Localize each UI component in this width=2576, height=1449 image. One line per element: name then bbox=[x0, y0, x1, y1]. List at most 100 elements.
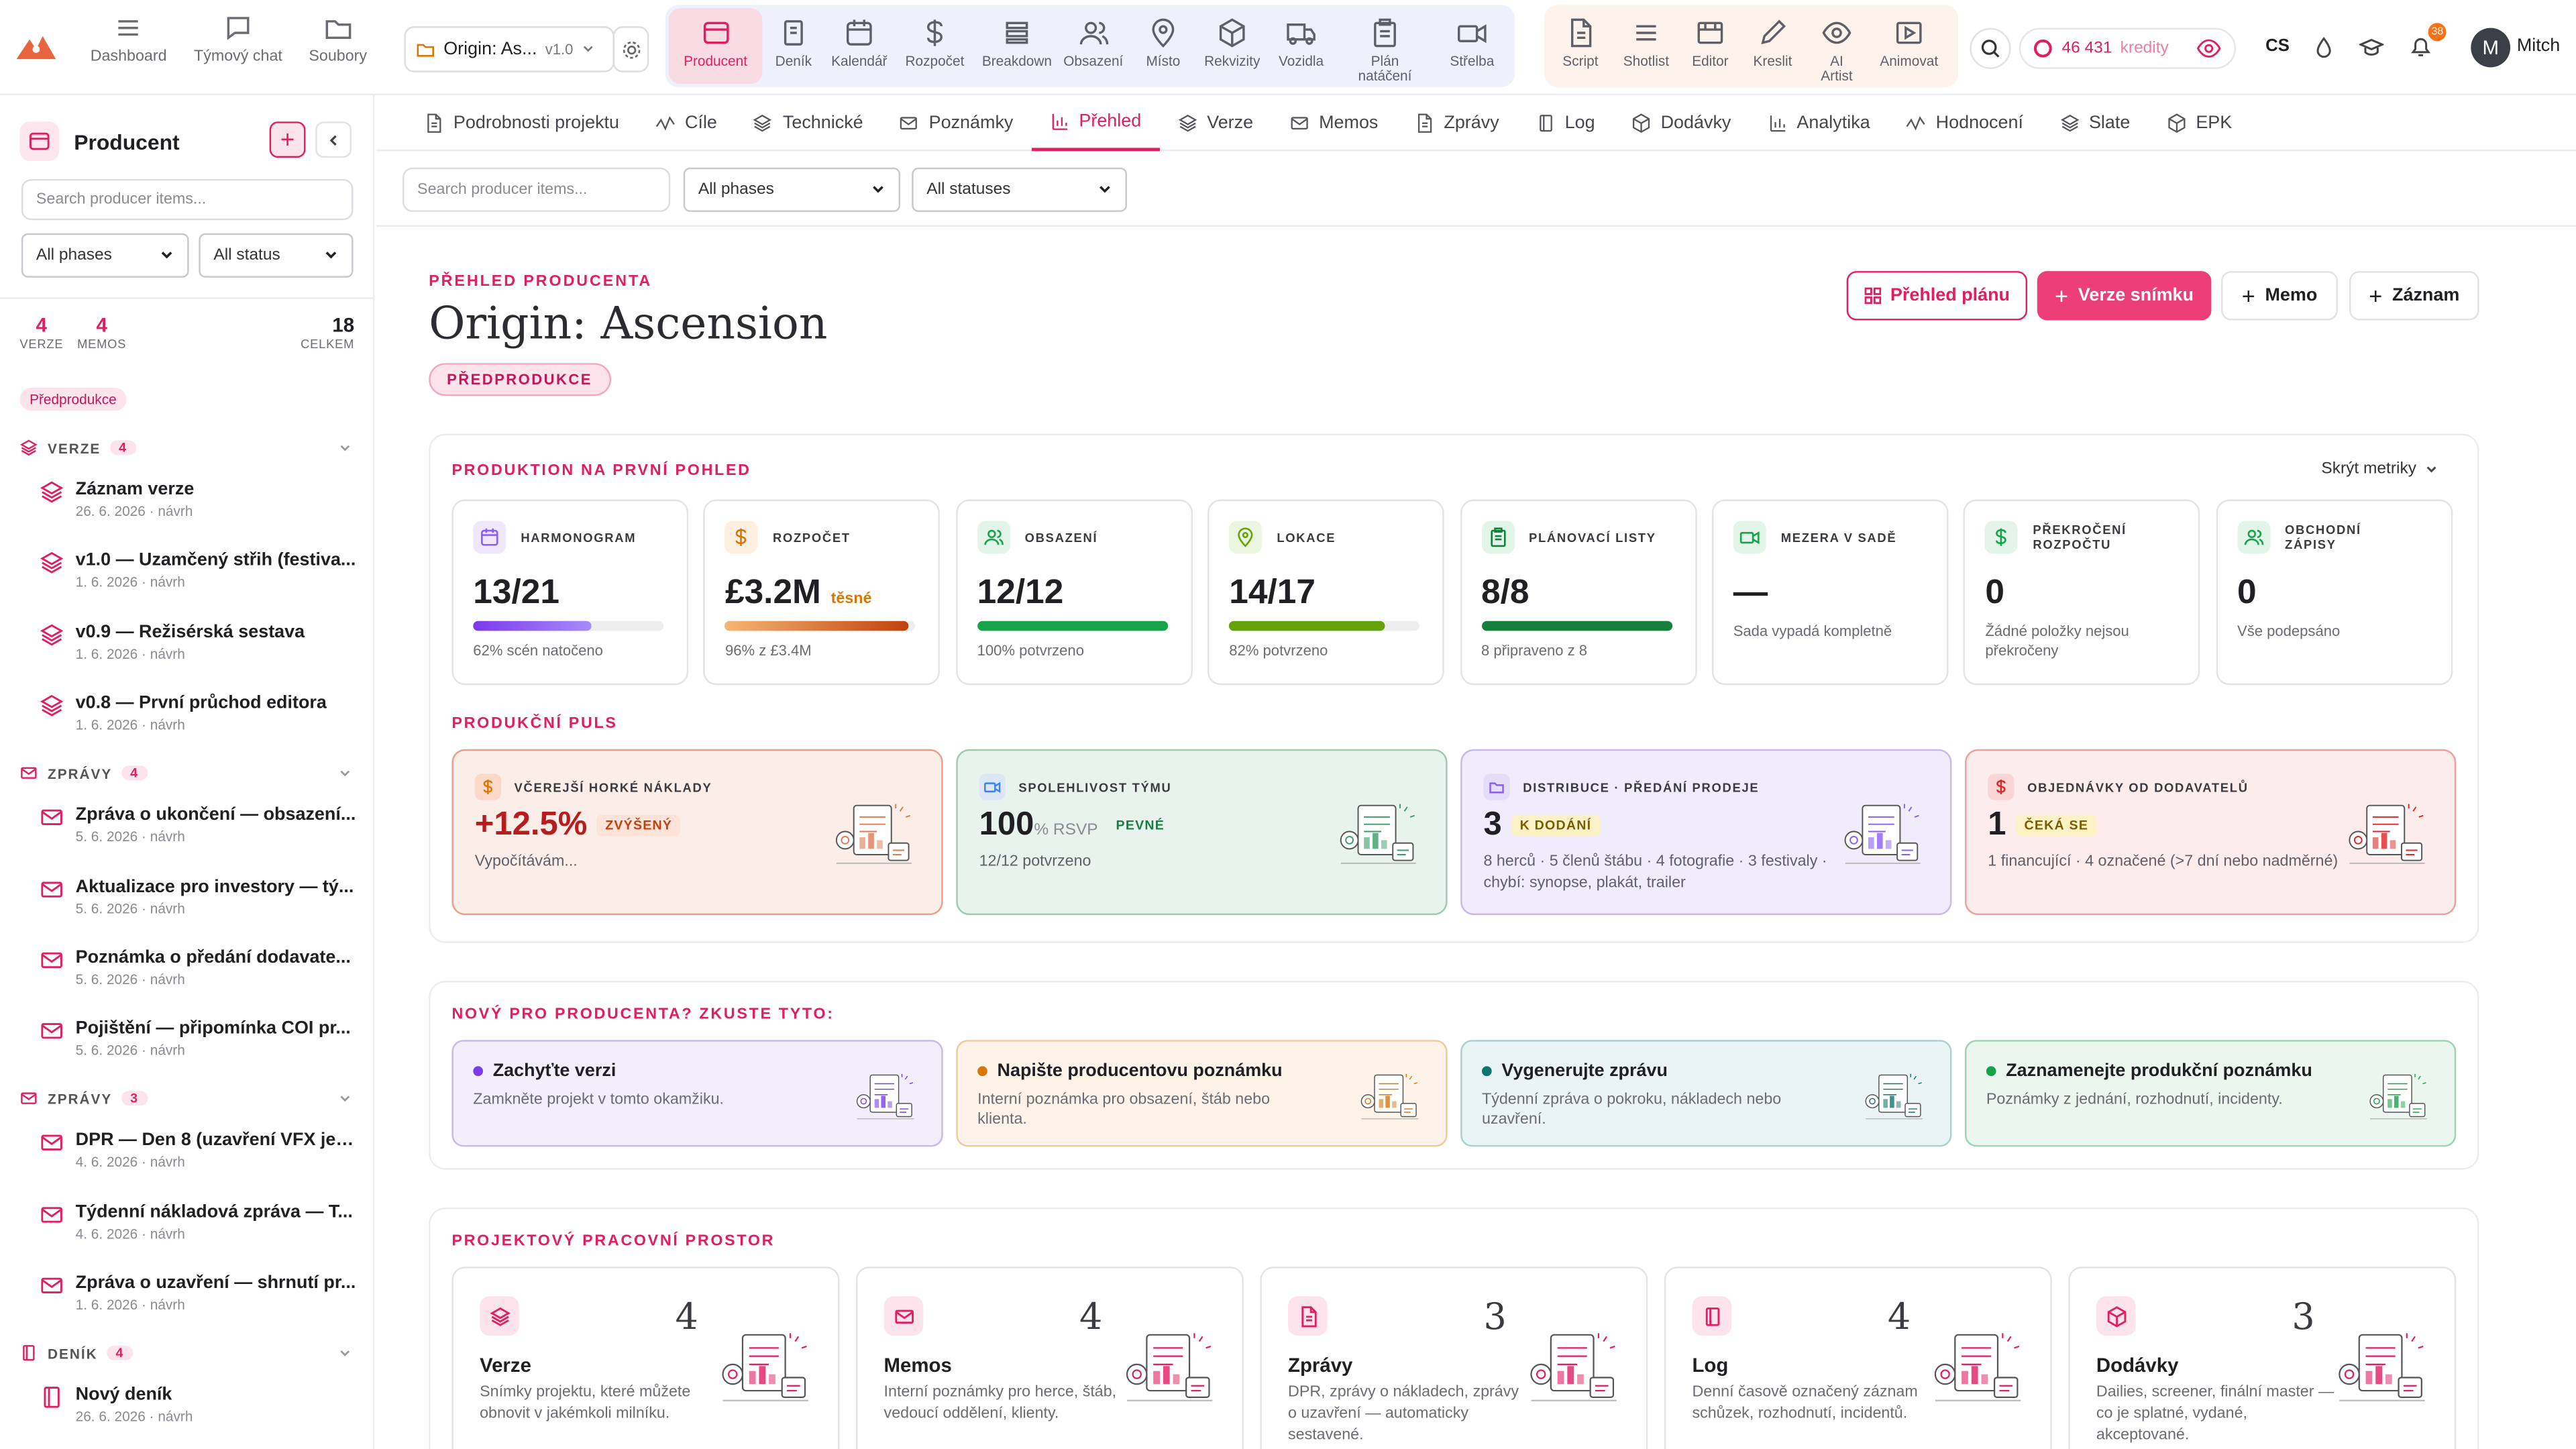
tab-6[interactable]: Memos bbox=[1271, 95, 1396, 151]
sidebar-status-select[interactable]: All status bbox=[199, 233, 354, 278]
tool-animovat[interactable]: Animovat bbox=[1870, 8, 1949, 84]
tool-editor[interactable]: Editor bbox=[1679, 8, 1741, 84]
tool-rekvizity[interactable]: Rekvizity bbox=[1197, 8, 1267, 84]
sidebar-item[interactable]: Poznámka o předání dodavate... 5. 6. 202… bbox=[40, 948, 358, 987]
try-card[interactable]: Zachyťte verzi Zamkněte projekt v tomto … bbox=[451, 1040, 943, 1147]
metric-card[interactable]: PŘEKROČENÍ ROZPOČTU 0 Žádné položky nejs… bbox=[1964, 499, 2201, 686]
tab-13[interactable]: EPK bbox=[2148, 95, 2250, 151]
tool-producent[interactable]: Producent bbox=[668, 8, 763, 84]
tool-obsazeni[interactable]: Obsazení bbox=[1058, 8, 1128, 84]
pulse-card[interactable]: OBJEDNÁVKY OD DODAVATELŮ 1 ČEKÁ SE 1 fin… bbox=[1965, 749, 2457, 916]
credits-badge[interactable]: 46 431 kredity bbox=[2019, 28, 2237, 69]
sidebar-item[interactable]: v0.9 — Režisérská sestava 1. 6. 2026 · n… bbox=[40, 622, 358, 661]
sidebar-item[interactable]: Záznam verze 26. 6. 2026 · návrh bbox=[40, 480, 358, 519]
workspace-card[interactable]: 4 Log Denní časově označený záznam schůz… bbox=[1664, 1267, 2052, 1449]
tool-vozidla[interactable]: Vozidla bbox=[1267, 8, 1336, 84]
try-card[interactable]: Napište producentovu poznámku Interní po… bbox=[956, 1040, 1448, 1147]
collapse-sidebar-button[interactable] bbox=[315, 121, 352, 158]
tool-kreslit[interactable]: Kreslit bbox=[1741, 8, 1804, 84]
sidebar-section-header[interactable]: ZPRÁVY 4 bbox=[19, 764, 148, 782]
new-memo-button[interactable]: + Memo bbox=[2221, 271, 2338, 321]
metric-card[interactable]: OBCHODNÍ ZÁPISY 0 Vše podepsáno bbox=[2216, 499, 2453, 686]
notifications-button[interactable]: 38 bbox=[2408, 23, 2447, 59]
try-card[interactable]: Vygenerujte zprávu Týdenní zpráva o pokr… bbox=[1460, 1040, 1952, 1147]
tool-shotlist[interactable]: Shotlist bbox=[1613, 8, 1679, 84]
metric-card[interactable]: OBSAZENÍ 12/12 100% potvrzeno bbox=[955, 499, 1193, 686]
tool-script[interactable]: Script bbox=[1548, 8, 1613, 84]
plan-overview-button[interactable]: Přehled plánu bbox=[1846, 271, 2028, 321]
sidebar-section-header[interactable]: DENÍK 4 bbox=[19, 1344, 133, 1362]
tab-0[interactable]: Podrobnosti projektu bbox=[406, 95, 637, 151]
sidebar-item[interactable]: Aktualizace pro investory — tý... 5. 6. … bbox=[40, 877, 358, 916]
project-selector[interactable]: Origin: As... v1.0 bbox=[404, 26, 614, 72]
metric-card[interactable]: MEZERA V SADĚ — Sada vypadá kompletně bbox=[1711, 499, 1949, 686]
droplet-icon[interactable] bbox=[2313, 36, 2334, 59]
metric-card[interactable]: LOKACE 14/17 82% potvrzeno bbox=[1208, 499, 1445, 686]
tab-1[interactable]: Cíle bbox=[637, 95, 735, 151]
try-card[interactable]: Zaznamenejte produkční poznámku Poznámky… bbox=[1965, 1040, 2457, 1147]
sidebar-phase-select[interactable]: All phases bbox=[21, 233, 189, 278]
snapshot-version-button[interactable]: + Verze snímku bbox=[2037, 271, 2212, 321]
hide-metrics-toggle[interactable]: Skrýt metriky bbox=[2321, 460, 2437, 478]
tool-misto[interactable]: Místo bbox=[1128, 8, 1197, 84]
phase-pill[interactable]: Předprodukce bbox=[19, 387, 127, 411]
workspace-card[interactable]: 4 Verze Snímky projektu, které můžete ob… bbox=[451, 1267, 840, 1449]
workspace-card[interactable]: 3 Zprávy DPR, zprávy o nákladech, zprávy… bbox=[1260, 1267, 1648, 1449]
workspace-card[interactable]: 4 Memos Interní poznámky pro herce, štáb… bbox=[855, 1267, 1244, 1449]
chevron-down-icon[interactable] bbox=[338, 1348, 352, 1361]
add-item-button[interactable]: + bbox=[269, 121, 306, 158]
sidebar-section-header[interactable]: VERZE 4 bbox=[19, 439, 136, 457]
metric-card[interactable]: HARMONOGRAM 13/21 62% scén natočeno bbox=[451, 499, 689, 686]
sidebar-item[interactable]: Zpráva o ukončení — obsazení... 5. 6. 20… bbox=[40, 805, 358, 845]
chevron-down-icon[interactable] bbox=[338, 767, 352, 781]
search-button[interactable] bbox=[1970, 28, 2011, 69]
tab-5[interactable]: Verze bbox=[1159, 95, 1271, 151]
workspace-card[interactable]: 3 Dodávky Dailies, screener, finální mas… bbox=[2068, 1267, 2457, 1449]
metric-card[interactable]: PLÁNOVACÍ LISTY 8/8 8 připraveno z 8 bbox=[1460, 499, 1697, 686]
tab-7[interactable]: Zprávy bbox=[1396, 95, 1517, 151]
user-name[interactable]: Mitch bbox=[2516, 36, 2561, 56]
tab-12[interactable]: Slate bbox=[2041, 95, 2148, 151]
new-record-button[interactable]: + Záznam bbox=[2349, 271, 2479, 321]
tool-denik[interactable]: Deník bbox=[762, 8, 824, 84]
sidebar-item[interactable]: v1.0 — Uzamčený střih (festiva... 1. 6. … bbox=[40, 551, 358, 590]
tab-10[interactable]: Analytika bbox=[1749, 95, 1888, 151]
tool-strelba[interactable]: Střelba bbox=[1434, 8, 1510, 84]
pulse-card[interactable]: SPOLEHLIVOST TÝMU 100% RSVP PEVNÉ 12/12 … bbox=[956, 749, 1448, 916]
app-logo-icon[interactable] bbox=[16, 30, 56, 62]
phase-select[interactable]: All phases bbox=[683, 167, 901, 212]
tab-4[interactable]: Přehled bbox=[1031, 95, 1160, 152]
metric-card[interactable]: ROZPOČET £3.2M těsné 96% z £3.4M bbox=[704, 499, 941, 686]
sidebar-section-header[interactable]: ZPRÁVY 3 bbox=[19, 1090, 148, 1108]
sidebar-item[interactable]: Nový deník 26. 6. 2026 · návrh bbox=[40, 1385, 358, 1425]
nav-dashboard[interactable]: Dashboard bbox=[91, 13, 167, 66]
pulse-card[interactable]: VČEREJŠÍ HORKÉ NÁKLADY +12.5% ZVÝŠENÝ Vy… bbox=[451, 749, 943, 916]
sidebar-search-input[interactable]: Search producer items... bbox=[21, 178, 354, 221]
search-input[interactable]: Search producer items... bbox=[402, 167, 671, 212]
pulse-card[interactable]: DISTRIBUCE · PŘEDÁNÍ PRODEJE 3 K DODÁNÍ … bbox=[1460, 749, 1952, 916]
tab-8[interactable]: Log bbox=[1517, 95, 1613, 151]
tab-2[interactable]: Technické bbox=[735, 95, 881, 151]
sidebar-item[interactable]: Pojištění — připomínka COI pr... 5. 6. 2… bbox=[40, 1019, 358, 1058]
tab-9[interactable]: Dodávky bbox=[1613, 95, 1750, 151]
nav-team-chat[interactable]: Týmový chat bbox=[194, 13, 282, 66]
nav-files[interactable]: Soubory bbox=[309, 13, 367, 66]
tool-breakdown[interactable]: Breakdown bbox=[976, 8, 1058, 84]
tab-3[interactable]: Poznámky bbox=[881, 95, 1032, 151]
sidebar-item[interactable]: DPR — Den 8 (uzavření VFX jed... 4. 6. 2… bbox=[40, 1131, 358, 1171]
status-select[interactable]: All statuses bbox=[912, 167, 1128, 212]
tool-kalendar[interactable]: Kalendář bbox=[824, 8, 894, 84]
project-settings-button[interactable] bbox=[612, 26, 649, 72]
graduation-cap-icon[interactable] bbox=[2359, 36, 2384, 59]
sidebar-item[interactable]: Zpráva o uzavření — shrnutí pr... 1. 6. … bbox=[40, 1273, 358, 1313]
tool-rozpocet[interactable]: Rozpočet bbox=[894, 8, 975, 84]
tool-ai-artist[interactable]: AI Artist bbox=[1804, 8, 1870, 84]
tool-plan-nataceni[interactable]: Plán natáčení bbox=[1336, 8, 1434, 84]
avatar[interactable]: M bbox=[2471, 28, 2511, 68]
sidebar-item[interactable]: Týdenní nákladová zpráva — T... 4. 6. 20… bbox=[40, 1202, 358, 1242]
chevron-down-icon[interactable] bbox=[338, 1093, 352, 1107]
language-switch[interactable]: CS bbox=[2265, 36, 2290, 56]
tab-11[interactable]: Hodnocení bbox=[1888, 95, 2041, 151]
chevron-down-icon[interactable] bbox=[338, 442, 352, 455]
sidebar-item[interactable]: v0.8 — První průchod editora 1. 6. 2026 … bbox=[40, 693, 358, 733]
